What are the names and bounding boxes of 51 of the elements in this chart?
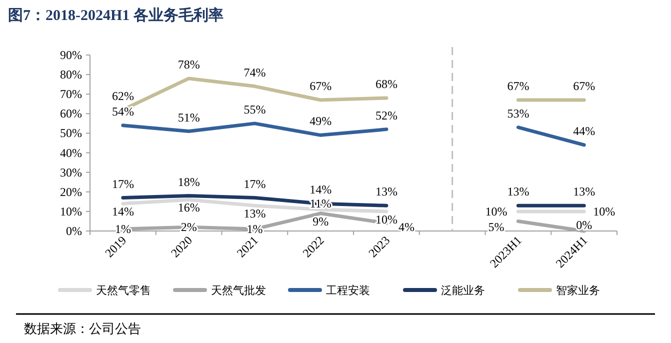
data-label: 51% <box>178 110 200 124</box>
data-label: 74% <box>244 65 266 80</box>
data-label: 13% <box>375 184 398 199</box>
data-label: 13% <box>507 184 530 199</box>
legend-label: 天然气零售 <box>96 285 151 297</box>
y-tick-label: 80% <box>60 68 82 82</box>
data-label: 14% <box>112 204 134 219</box>
data-label: 1% <box>246 222 263 236</box>
legend-label: 工程安装 <box>326 284 370 297</box>
y-tick-label: 40% <box>60 146 82 160</box>
data-label: 62% <box>112 88 134 103</box>
data-label: 16% <box>178 200 200 215</box>
data-label: 49% <box>310 114 332 128</box>
data-label: 55% <box>244 102 266 116</box>
data-label: 17% <box>112 176 134 191</box>
data-label: 18% <box>178 174 200 189</box>
y-tick-label: 30% <box>60 165 82 180</box>
data-label: 5% <box>488 220 504 234</box>
y-tick-label: 10% <box>60 204 82 218</box>
data-label: 67% <box>507 78 530 93</box>
data-label: 1% <box>114 222 131 236</box>
data-label: 9% <box>312 214 329 228</box>
legend-label: 智家业务 <box>556 284 600 297</box>
data-label: 10% <box>375 212 398 226</box>
data-label: 10% <box>485 204 508 218</box>
data-label: 4% <box>398 220 414 234</box>
chart-title: 图7：2018-2024H1 各业务毛利率 <box>8 6 224 24</box>
data-label: 52% <box>375 108 398 122</box>
legend-label: 天然气批发 <box>211 285 266 297</box>
data-label: 78% <box>178 57 200 72</box>
data-label: 10% <box>593 204 616 218</box>
legend-label: 泛能业务 <box>441 284 485 297</box>
data-label: 13% <box>244 206 266 221</box>
data-label: 13% <box>573 184 596 199</box>
data-label: 53% <box>507 106 530 120</box>
y-tick-label: 50% <box>60 126 82 140</box>
data-label: 54% <box>112 104 134 118</box>
y-tick-label: 20% <box>60 184 82 199</box>
source-note: 数据来源：公司公告 <box>24 321 141 336</box>
y-tick-label: 0% <box>66 224 82 238</box>
data-label: 67% <box>573 78 596 93</box>
data-label: 68% <box>375 77 398 92</box>
data-label: 67% <box>310 78 332 93</box>
y-tick-label: 90% <box>60 48 82 62</box>
data-label: 14% <box>310 182 332 197</box>
data-label: 44% <box>573 124 596 138</box>
data-label: 17% <box>244 176 266 191</box>
data-label: 2% <box>180 220 197 234</box>
y-tick-label: 70% <box>60 87 82 102</box>
data-label: 0% <box>576 218 592 232</box>
y-tick-label: 60% <box>60 106 82 121</box>
